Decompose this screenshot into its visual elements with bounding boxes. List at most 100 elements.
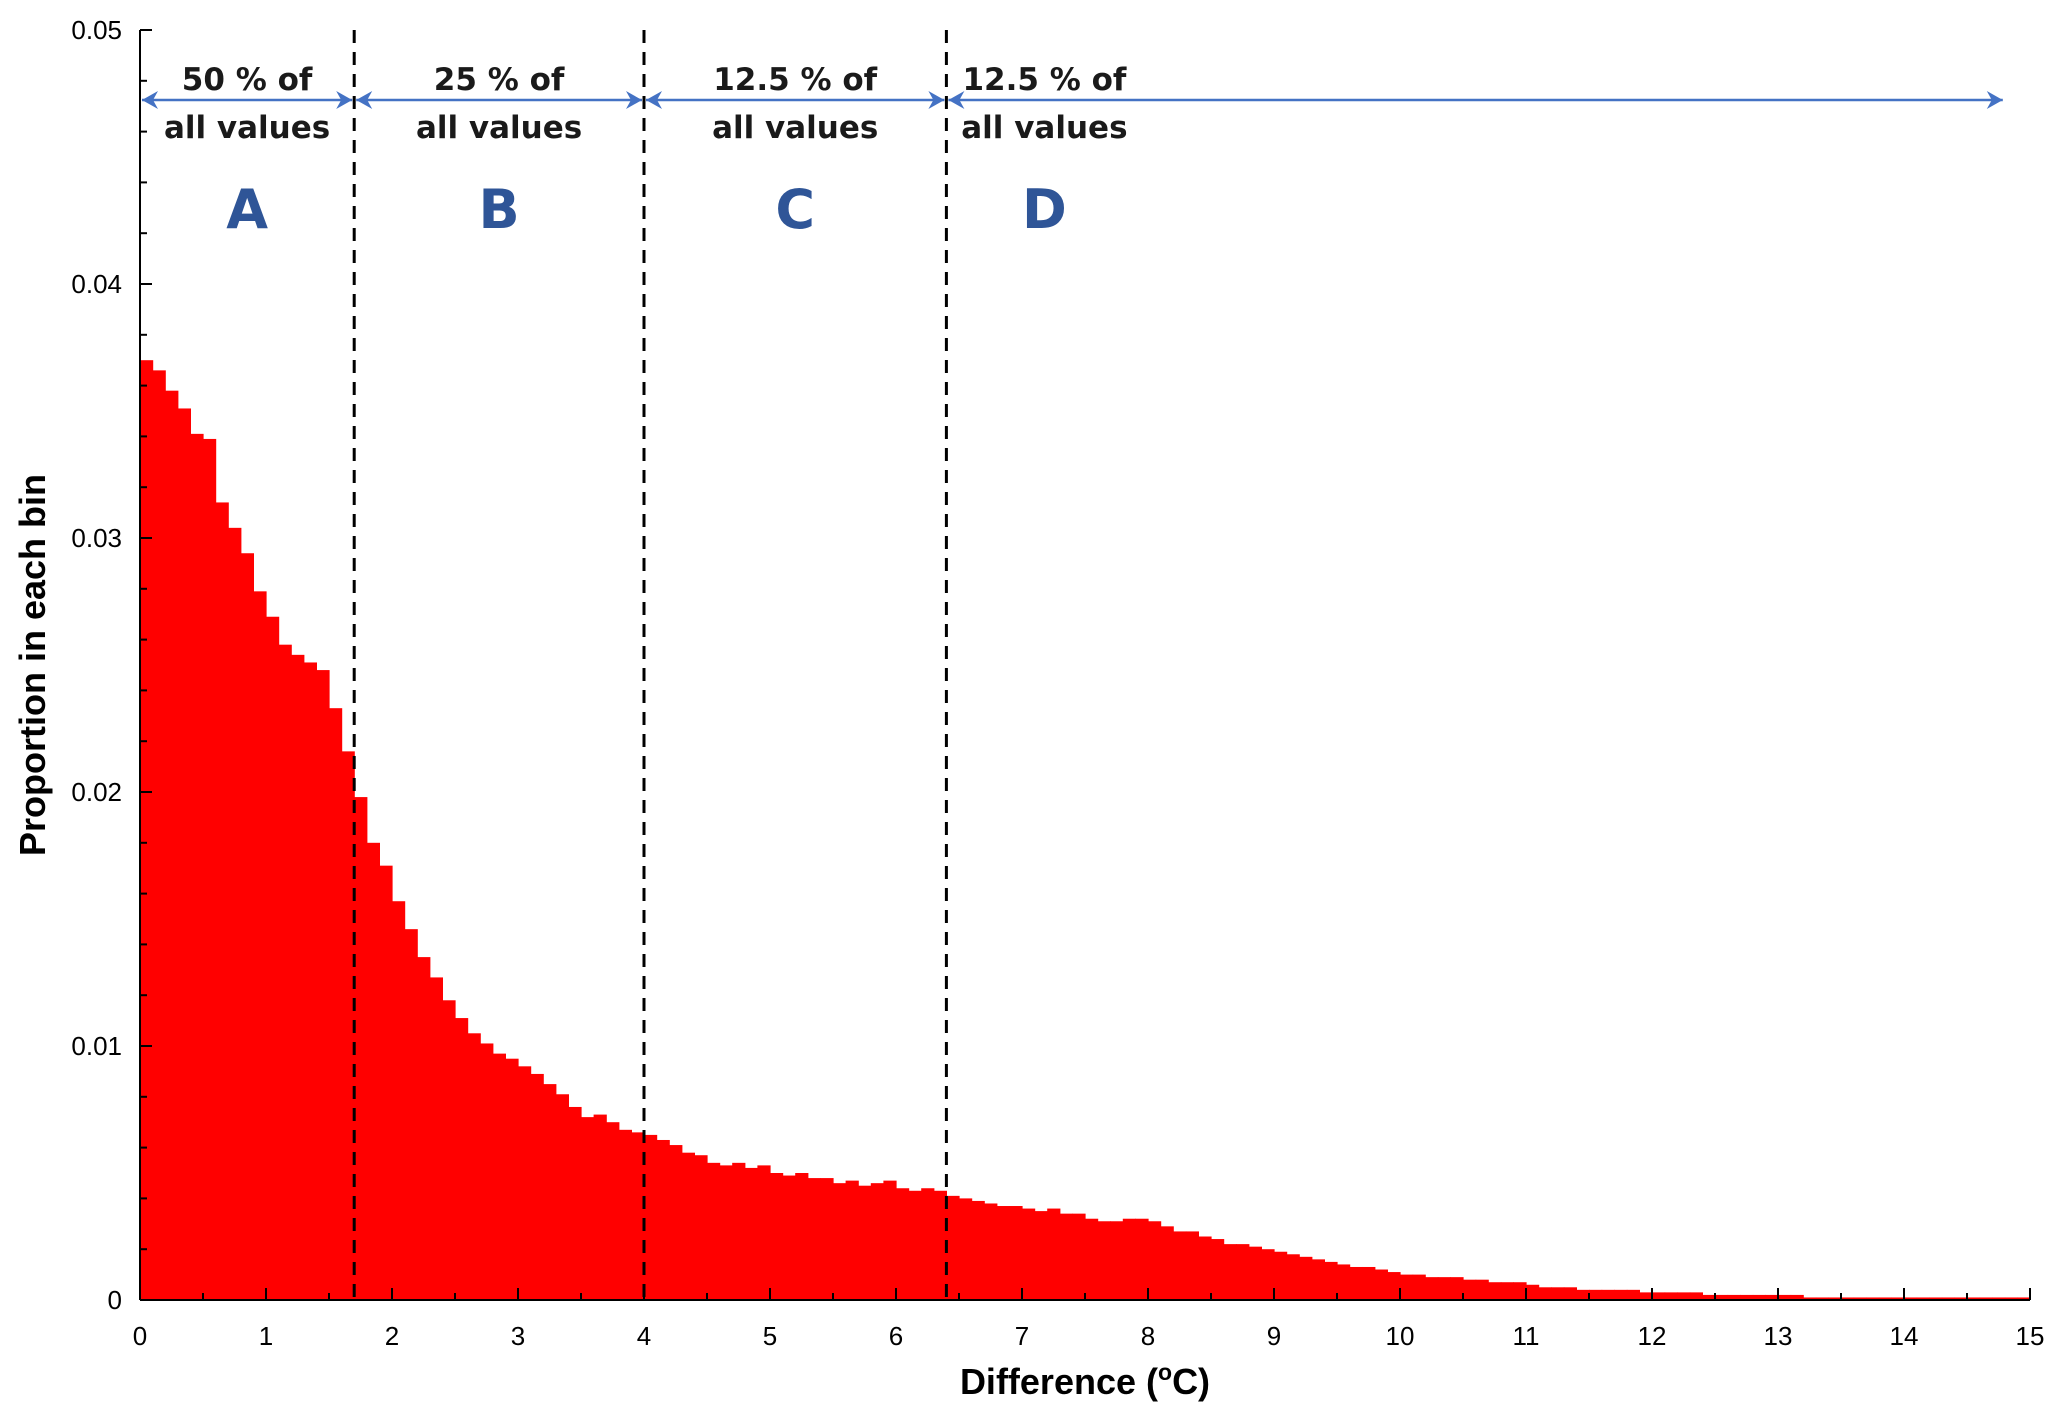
x-tick-label: 15 [2016,1321,2045,1351]
x-tick-label: 8 [1141,1321,1155,1351]
histogram-bar [1122,1218,1136,1300]
histogram-bar [1689,1292,1703,1300]
histogram-bar [1752,1294,1766,1300]
region-letter: A [226,178,268,241]
histogram-bar [606,1122,620,1300]
histogram-bar [1261,1249,1275,1300]
histogram-bar [1526,1284,1540,1300]
histogram-bar [631,1132,645,1300]
region-dividers [352,30,948,1300]
histogram-bar [1097,1221,1111,1300]
histogram-bar [1576,1289,1590,1300]
histogram-bar [618,1129,632,1300]
histogram-bar [1223,1244,1237,1300]
x-tick-label: 10 [1386,1321,1415,1351]
y-tick-label: 0.02 [71,777,122,807]
histogram-bar [1677,1292,1691,1300]
histogram-bar [379,865,393,1300]
histogram-bar [1929,1297,1943,1300]
histogram-bar [1664,1292,1678,1300]
histogram-bar [1299,1256,1313,1300]
histogram-bar [1437,1277,1451,1300]
histogram-bar [543,1084,557,1300]
histogram-bar [1173,1231,1187,1300]
histogram-bar [581,1117,595,1300]
histogram-bar [215,502,229,1300]
histogram-bar [1740,1294,1754,1300]
x-tick-label: 14 [1890,1321,1919,1351]
histogram-bar [1853,1297,1867,1300]
histogram-bar [1135,1218,1149,1300]
region-values-label: all values [961,110,1127,146]
region-letter: B [479,178,520,241]
histogram-bar [996,1206,1010,1300]
histogram-bar [1349,1266,1363,1300]
histogram-bar [1362,1266,1376,1300]
region-letter: D [1022,178,1067,241]
histogram-bar [1765,1294,1779,1300]
x-tick-label: 13 [1764,1321,1793,1351]
histogram-bar [719,1165,733,1300]
histogram-bar [1412,1274,1426,1300]
histogram-bar [530,1073,544,1300]
histogram-bar [1034,1211,1048,1300]
histogram-bar [467,1033,481,1300]
x-tick-label: 9 [1267,1321,1281,1351]
histogram-bar [1639,1292,1653,1300]
histogram-bar [770,1173,784,1300]
histogram-bar [1072,1213,1086,1300]
histogram-bar [518,1066,532,1300]
histogram-bar [1715,1294,1729,1300]
region-values-label: all values [712,110,878,146]
histogram-bar [404,929,418,1300]
histogram-bar [820,1178,834,1300]
histogram-bar [429,977,443,1300]
histogram-bar [1513,1282,1527,1300]
histogram-bar [757,1165,771,1300]
histogram-bar [1324,1261,1338,1300]
histogram-bar [795,1173,809,1300]
region-percent-label: 25 % of [434,62,565,98]
histogram-bar [177,408,191,1301]
histogram-bar [921,1188,935,1300]
histogram-bar [656,1139,670,1300]
histogram-bar [1160,1226,1174,1300]
histogram-bar [1248,1246,1262,1300]
histogram-bar [744,1167,758,1300]
region-arrow-head-right [336,91,353,109]
region-values-label: all values [416,110,582,146]
histogram-bar [1085,1218,1099,1300]
y-tick-label: 0 [108,1285,122,1315]
histogram-bar [833,1183,847,1300]
region-arrows [142,91,2003,109]
histogram-bar [1828,1297,1842,1300]
histogram-bars [140,360,2031,1301]
histogram-bar [1463,1279,1477,1300]
region-arrow-head-left [646,91,662,109]
histogram-bar [694,1155,708,1300]
histogram-bar [1878,1297,1892,1300]
histogram-bar [1488,1282,1502,1300]
histogram-bar [1614,1289,1628,1300]
x-tick-label: 1 [259,1321,273,1351]
histogram-bar [1841,1297,1855,1300]
x-tick-label: 12 [1638,1321,1667,1351]
histogram-bar [1211,1239,1225,1300]
histogram-bar [1047,1208,1061,1300]
region-letter: C [775,178,815,241]
histogram-bar [1475,1279,1489,1300]
histogram-bar [1702,1294,1716,1300]
histogram-bar [959,1198,973,1300]
histogram-bar [341,751,355,1300]
histogram-bar [1652,1292,1666,1300]
histogram-bar [858,1185,872,1300]
histogram-bar [883,1180,897,1300]
region-arrow-head-left [356,91,373,109]
histogram-bar [140,360,154,1300]
histogram-bar [1563,1287,1577,1300]
histogram-bar [1551,1287,1565,1300]
region-values-label: all values [164,110,330,146]
histogram-bar [1400,1274,1414,1300]
histogram-bar [933,1190,947,1300]
histogram-bar [1626,1289,1640,1300]
